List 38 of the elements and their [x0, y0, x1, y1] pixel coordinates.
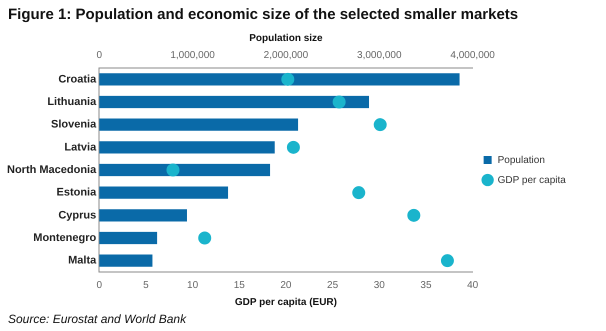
point [352, 186, 366, 200]
x2-tick-label: 4,000,000 [450, 50, 496, 61]
source-note: Source: Eurostat and World Bank [8, 312, 186, 326]
y-tick-label: Estonia [56, 186, 98, 199]
point [440, 254, 454, 268]
x2-tick-label: 1,000,000 [170, 50, 216, 61]
point [407, 208, 420, 222]
x-tick-label: 0 [96, 280, 102, 291]
point [198, 232, 212, 244]
x-tick-label: 35 [420, 280, 432, 291]
y-tick-label: Montenegro [33, 232, 96, 244]
x-tick-label: 40 [467, 280, 479, 291]
y-tick-label: Cyprus [58, 209, 96, 222]
y-tick-label: Slovenia [50, 118, 98, 131]
x-tick-label: 30 [374, 280, 386, 291]
x2-tick-label: 3,000,000 [357, 50, 402, 61]
point [281, 72, 294, 86]
y-tick-label: North Macedonia [6, 164, 98, 176]
x2-tick-label: 2,000,000 [264, 50, 309, 61]
y-tick-label: Latvia [64, 141, 98, 154]
chart-title: Figure 1: Population and economic size of the selected smaller markets [8, 6, 518, 23]
x-tick-label: 20 [280, 280, 292, 291]
y-tick-label: Croatia [58, 73, 98, 86]
point [374, 118, 387, 132]
point [332, 96, 346, 108]
y-tick-label: Malta [68, 254, 98, 267]
x-tick-label: 10 [187, 280, 199, 291]
point [166, 164, 180, 176]
x2-tick-label: 0 [96, 50, 102, 61]
y-tick-label: Lithuania [47, 96, 98, 108]
legend-label: Population [498, 154, 545, 166]
legend-label: GDP per capita [498, 174, 566, 186]
point [286, 140, 300, 154]
x2-axis-title: Population size [249, 32, 324, 44]
x-axis-title: GDP per capita (EUR) [234, 296, 337, 308]
x-tick-label: 25 [327, 280, 339, 291]
x-tick-label: 5 [143, 280, 150, 291]
x-tick-label: 15 [234, 280, 246, 291]
